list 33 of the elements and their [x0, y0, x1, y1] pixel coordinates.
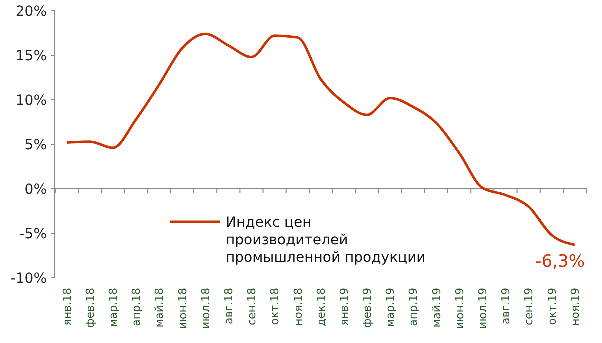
- x-tick-label: фев.18: [84, 288, 97, 328]
- x-tick-label: сен.18: [246, 288, 259, 326]
- x-tick-label: июн.18: [176, 288, 190, 330]
- x-tick-label: май.18: [153, 288, 166, 328]
- legend-label: Индекс цен производителей промышленной продукции: [226, 214, 426, 266]
- x-tick-label: фев.19: [361, 288, 374, 328]
- y-tick-label: -10%: [10, 270, 47, 287]
- x-tick-label: мар.18: [107, 288, 120, 328]
- x-tick-label: янв.19: [338, 288, 351, 326]
- x-tick-label: янв.18: [60, 288, 74, 326]
- x-tick-label: июл.19: [476, 288, 490, 329]
- annotation: -6,3%: [536, 252, 585, 272]
- x-tick-label: апр.18: [130, 288, 144, 326]
- x-tick-label: ноя.19: [568, 288, 582, 326]
- x-tick-label: май.19: [430, 288, 444, 328]
- x-tick-label: авг.18: [222, 288, 236, 324]
- y-tick-label: 0%: [24, 182, 47, 198]
- x-tick-label: дек.18: [314, 288, 328, 327]
- x-tick-label: окт.18: [268, 288, 282, 326]
- line-series: [66, 32, 576, 246]
- x-tick-label: июл.18: [199, 288, 212, 329]
- x-tick-label: авг.19: [500, 288, 513, 324]
- x-tick-label: апр.19: [407, 288, 420, 326]
- y-tick-label: 5%: [24, 137, 47, 154]
- x-tick-label: сен.19: [522, 288, 536, 326]
- y-tick-label: 15%: [16, 48, 47, 64]
- x-tick-label: мар.19: [384, 288, 398, 328]
- x-tick-label: июн.19: [453, 288, 466, 330]
- x-tick-label: окт.19: [546, 288, 559, 326]
- y-tick-label: 20%: [16, 4, 47, 20]
- x-tick-label: ноя.18: [292, 288, 305, 326]
- y-tick-label: -5%: [20, 226, 47, 242]
- y-tick-label: 10%: [16, 92, 47, 109]
